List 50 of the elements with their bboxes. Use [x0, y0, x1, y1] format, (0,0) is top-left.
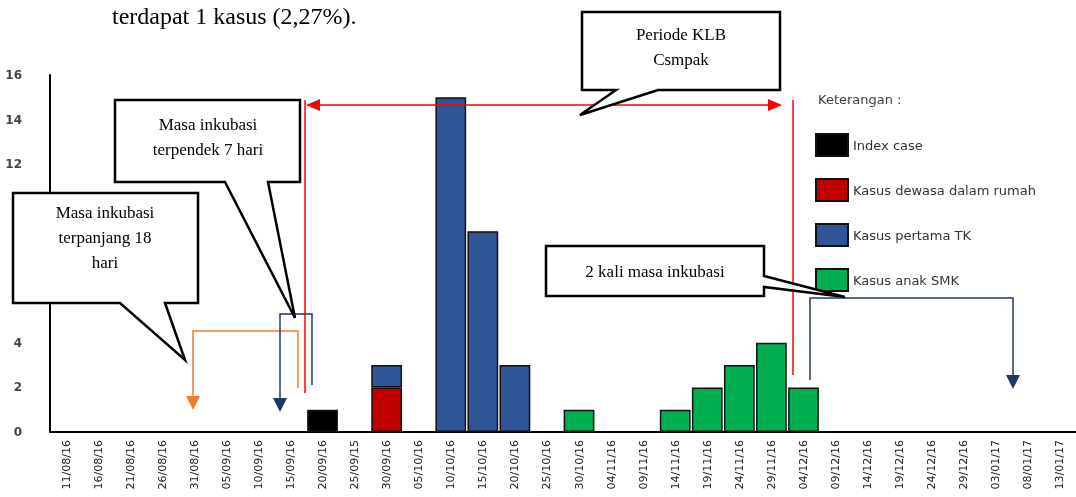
x-tick-label: 09/11/16 — [636, 440, 650, 490]
legend-label: Kasus pertama TK — [853, 227, 972, 243]
legend-label: Kasus anak SMK — [853, 272, 960, 288]
bar — [499, 365, 531, 432]
x-tick-label: 03/01/17 — [989, 440, 1003, 490]
x-tick-label: 15/10/16 — [476, 440, 490, 490]
x-tick-label: 24/11/16 — [732, 440, 746, 490]
x-tick-label: 30/09/16 — [380, 440, 394, 490]
x-tick-label: 30/10/16 — [572, 440, 586, 490]
x-tick-label: 04/11/16 — [604, 440, 618, 490]
x-tick-label: 25/09/15 — [348, 440, 362, 490]
x-tick-label: 19/11/16 — [700, 440, 714, 490]
y-tick-label: 12 — [5, 157, 22, 172]
x-tick-label: 29/12/16 — [957, 440, 971, 490]
legend-label: Kasus dewasa dalam rumah — [853, 182, 1036, 198]
x-tick-label: 20/10/16 — [508, 440, 522, 490]
x-tick-label: 09/12/16 — [829, 440, 843, 490]
x-tick-label: 25/10/16 — [540, 440, 554, 490]
y-tick-label: 2 — [13, 380, 22, 395]
text: Periode KLB Csmpak — [635, 25, 727, 69]
bar — [563, 409, 595, 432]
x-tick-label: 20/09/16 — [316, 440, 330, 490]
x-tick-label: 24/12/16 — [925, 440, 939, 490]
y-tick-label: 4 — [13, 335, 22, 350]
y-tick-label: 0 — [13, 425, 22, 439]
x-tick-label: 13/01/17 — [1053, 440, 1067, 490]
x-tick-label: 10/09/16 — [251, 440, 265, 490]
x-tick-label: 14/12/16 — [861, 440, 875, 490]
x-tick-label: 08/01/17 — [1021, 440, 1035, 490]
x-tick-label: 16/08/16 — [91, 440, 105, 490]
x-tick-label: 29/11/16 — [764, 440, 778, 490]
annotation: Masa inkubasi terpendek 7 hari — [152, 115, 264, 159]
x-tick-label: 04/12/16 — [796, 440, 810, 490]
x-tick-label: 15/09/16 — [283, 440, 297, 490]
legend-label: Index case — [853, 137, 923, 153]
text: terdapat 1 kasus (2,27%). — [112, 3, 357, 29]
x-tick-label: 26/08/16 — [155, 440, 169, 490]
x-tick-label: 10/10/16 — [444, 440, 458, 490]
annotation: 2 kali masa inkubasi — [585, 262, 725, 281]
x-tick-label: 11/08/16 — [59, 440, 73, 490]
legend-title: Keterangan : — [818, 92, 902, 107]
y-tick-label: 14 — [5, 112, 22, 127]
x-tick-label: 21/08/16 — [123, 440, 137, 490]
x-tick-label: 05/09/16 — [219, 440, 233, 490]
y-tick-label: 16 — [5, 68, 22, 82]
annotation: Masa inkubasi terpanjang 18 hari — [55, 203, 155, 272]
x-tick-label: 19/12/16 — [893, 440, 907, 490]
x-tick-label: 31/08/16 — [187, 440, 201, 490]
x-tick-label: 05/10/16 — [412, 440, 426, 490]
x-tick-label: 14/11/16 — [668, 440, 682, 490]
